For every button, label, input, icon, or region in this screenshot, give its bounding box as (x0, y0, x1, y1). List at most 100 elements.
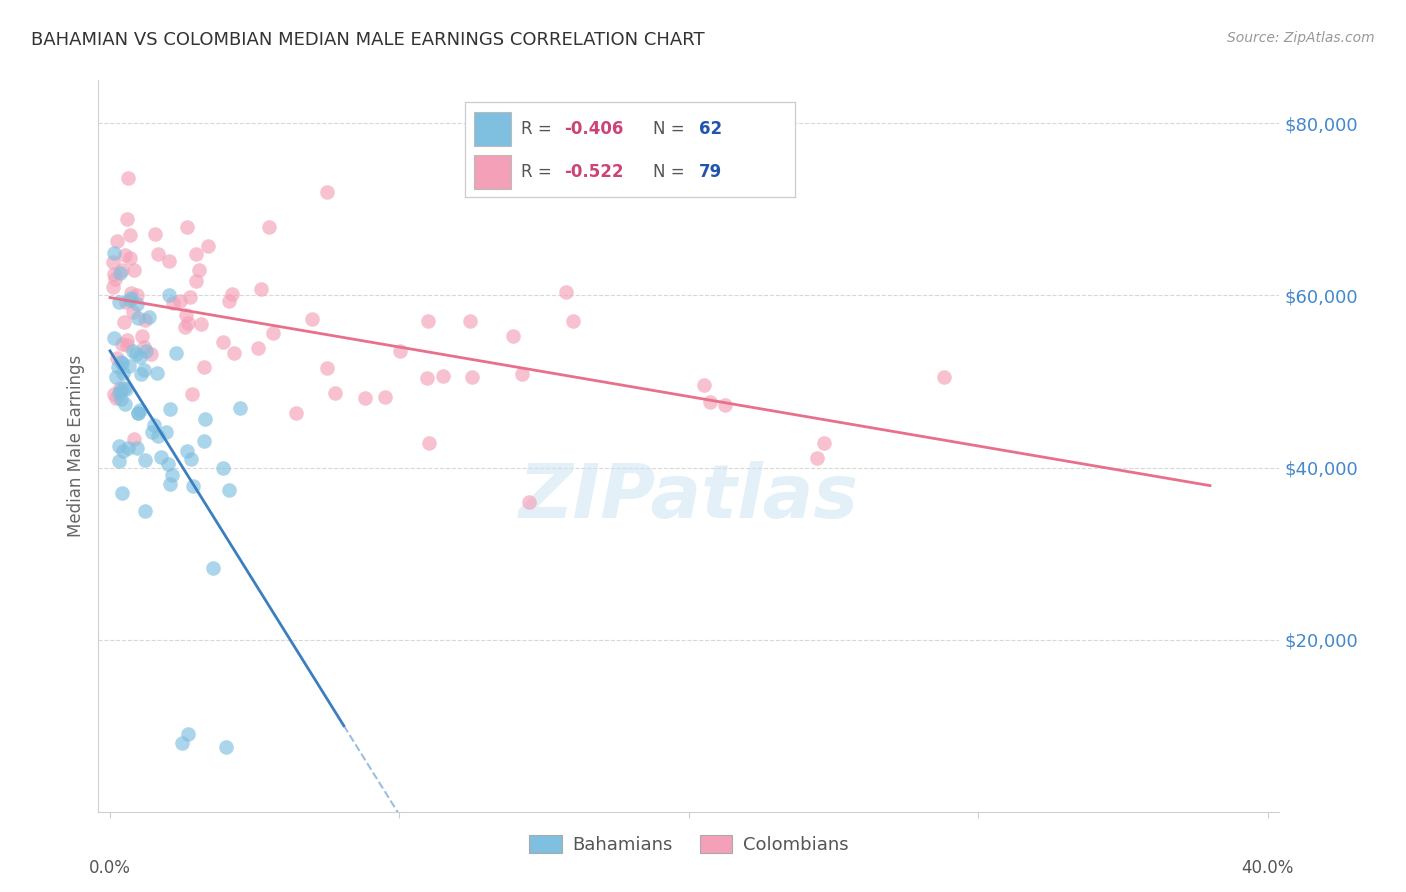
Point (117, 441, 139, 455)
Point (131, 328, 153, 343)
Point (115, 295, 138, 310)
Text: Source: ZipAtlas.com: Source: ZipAtlas.com (1227, 31, 1375, 45)
Point (179, 289, 201, 303)
Point (142, 417, 165, 432)
Point (176, 308, 198, 322)
Point (215, 740, 238, 755)
Point (120, 291, 142, 305)
Point (103, 331, 125, 345)
Point (118, 293, 141, 307)
Point (460, 314, 482, 328)
Point (176, 316, 198, 330)
Point (110, 263, 132, 277)
Point (139, 347, 162, 361)
Point (134, 503, 156, 517)
Point (218, 294, 240, 309)
Point (122, 344, 145, 359)
Point (120, 228, 142, 243)
Point (105, 392, 128, 406)
Point (105, 235, 128, 249)
Point (115, 382, 138, 396)
Point (127, 310, 149, 325)
Point (127, 297, 149, 311)
Point (159, 402, 181, 417)
Point (111, 336, 134, 351)
Point (118, 251, 141, 265)
Point (111, 443, 134, 458)
Point (146, 429, 169, 443)
Point (122, 263, 145, 277)
Text: BAHAMIAN VS COLOMBIAN MEDIAN MALE EARNINGS CORRELATION CHART: BAHAMIAN VS COLOMBIAN MEDIAN MALE EARNIN… (31, 31, 704, 49)
Point (693, 377, 716, 392)
Point (101, 280, 124, 294)
Point (806, 451, 828, 466)
Point (125, 347, 148, 361)
Point (127, 407, 149, 421)
Point (103, 255, 125, 269)
Point (138, 310, 160, 324)
Point (107, 360, 129, 375)
Point (160, 468, 183, 483)
Point (323, 386, 346, 401)
Point (127, 442, 149, 456)
Point (103, 246, 125, 260)
Text: 0.0%: 0.0% (89, 859, 131, 877)
Point (714, 399, 737, 413)
Point (134, 452, 156, 467)
Point (180, 387, 202, 401)
Point (186, 274, 208, 288)
Point (193, 434, 215, 448)
Point (110, 381, 132, 395)
Point (111, 356, 134, 370)
Point (418, 435, 440, 450)
Point (112, 366, 135, 380)
Point (301, 312, 323, 326)
Point (193, 359, 215, 374)
Point (316, 185, 339, 199)
Point (316, 360, 339, 375)
Point (127, 288, 149, 302)
Point (510, 367, 533, 381)
Point (155, 425, 177, 439)
Point (118, 359, 141, 373)
Point (813, 436, 835, 450)
Point (135, 343, 157, 358)
Point (229, 401, 252, 415)
Point (141, 425, 163, 440)
Point (103, 387, 125, 401)
Point (105, 369, 128, 384)
Point (257, 219, 280, 234)
Text: ZIPatlas: ZIPatlas (519, 460, 859, 533)
Point (180, 452, 202, 467)
Point (388, 344, 411, 359)
Point (159, 476, 181, 491)
Point (169, 294, 191, 309)
Point (562, 314, 585, 328)
Point (103, 271, 125, 285)
Point (134, 313, 156, 327)
Point (134, 340, 156, 354)
Point (212, 334, 235, 349)
Point (108, 266, 131, 280)
Point (262, 326, 284, 340)
Point (115, 338, 138, 352)
Point (374, 390, 396, 404)
Point (115, 333, 138, 347)
Y-axis label: Median Male Earnings: Median Male Earnings (67, 355, 86, 537)
Point (112, 381, 135, 395)
Point (114, 397, 136, 411)
Point (149, 450, 172, 465)
Point (105, 351, 128, 366)
Point (249, 282, 271, 296)
Point (284, 406, 307, 420)
Point (172, 736, 194, 750)
Point (108, 386, 131, 401)
Point (128, 350, 150, 364)
Point (107, 295, 129, 310)
Point (129, 403, 152, 417)
Text: 40.0%: 40.0% (1241, 859, 1294, 877)
Point (554, 285, 576, 300)
Point (222, 346, 245, 360)
Point (122, 432, 145, 446)
Point (354, 391, 377, 405)
